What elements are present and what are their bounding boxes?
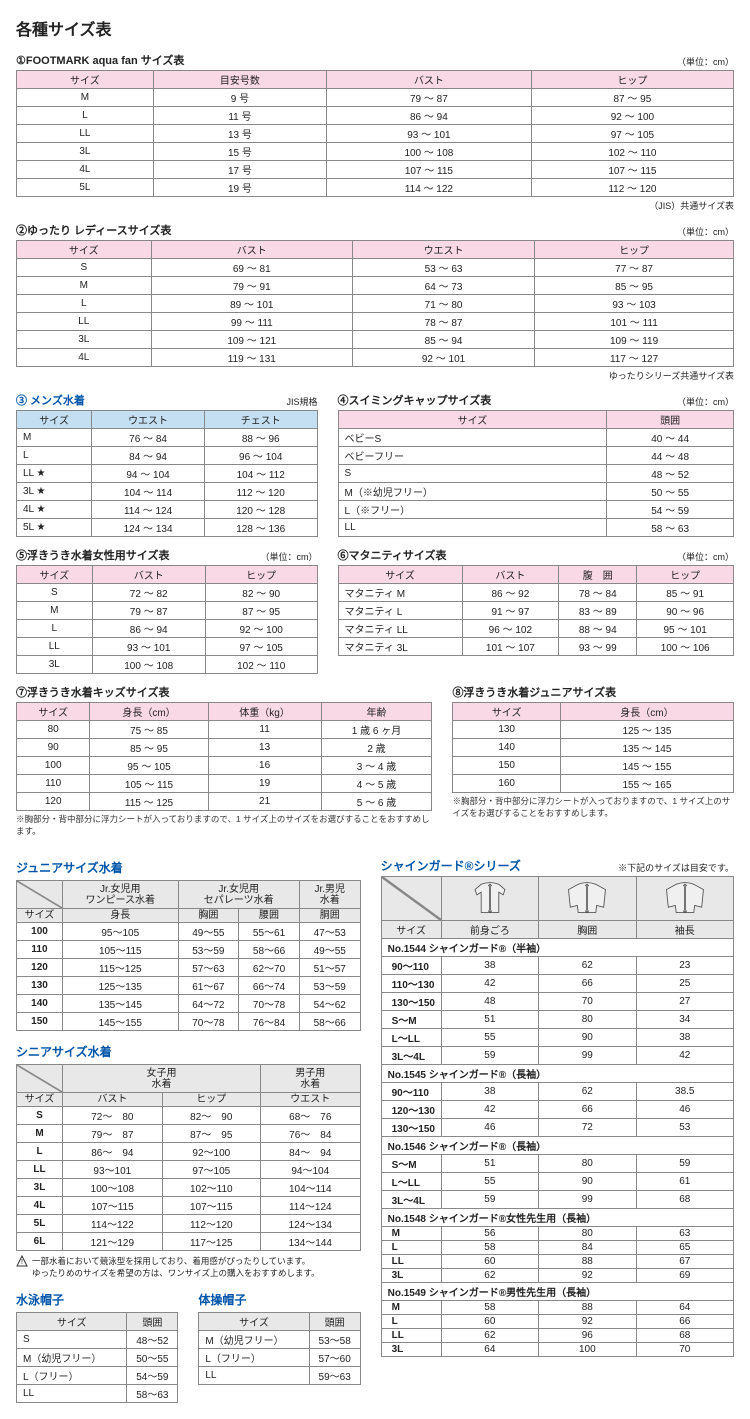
junior-table: Jr.女児用 ワンピース水着 Jr.女児用 セパレーツ水着 Jr.男児 水着サイ… xyxy=(16,880,361,1031)
warning-icon: ! xyxy=(16,1255,28,1267)
swimcap-table: サイズ頭囲S48～52M（幼児フリー）50～55L（フリー）54～59LL58～… xyxy=(16,1312,178,1403)
senior-title: シニアサイズ水着 xyxy=(16,1043,361,1060)
t6-title: ⑥マタニティサイズ表（単位：cm） xyxy=(338,547,734,563)
t7-note: ※胸部分・背中部分に浮力シートが入っておりますので、1 サイズ上のサイズをお選び… xyxy=(16,813,432,837)
t8-table: サイズ身長（cm）130125 ～ 135140135 ～ 145150145 … xyxy=(452,702,734,793)
shirt-chest-icon xyxy=(565,879,609,915)
swimcap-title: 水泳帽子 xyxy=(16,1291,178,1308)
svg-text:!: ! xyxy=(21,1259,23,1266)
senior-table: 女子用 水着 男子用 水着 サイズバストヒップウエストS72～ 8082～ 90… xyxy=(16,1064,361,1251)
t3-table: サイズウエストチェストM76 ～ 8488 ～ 96L84 ～ 9496 ～ 1… xyxy=(16,410,318,537)
t2-note: ゆったりシリーズ共通サイズ表 xyxy=(16,369,734,382)
t1-note: （JIS）共通サイズ表 xyxy=(16,199,734,212)
t1-title: ①FOOTMARK aqua fan サイズ表（単位：cm） xyxy=(16,52,734,68)
t7-title: ⑦浮きうき水着キッズサイズ表 xyxy=(16,684,432,700)
t5-title: ⑤浮きうき水着女性用サイズ表（単位：cm） xyxy=(16,547,318,563)
senior-warn: ! 一部水着において競泳型を採用しており、着用感がぴったりしています。 ゆったり… xyxy=(16,1255,361,1279)
gymcap-table: サイズ頭囲M（幼児フリー）53～58L（フリー）57～60LL59～63 xyxy=(198,1312,360,1385)
t3-title: ③ メンズ水着JIS規格 xyxy=(16,392,318,408)
shine-table: サイズ前身ごろ胸囲袖長No.1544 シャインガード®（半袖）90～110386… xyxy=(381,876,734,1357)
t8-title: ⑧浮きうき水着ジュニアサイズ表 xyxy=(452,684,734,700)
shirt-sleeve-icon xyxy=(663,879,707,915)
t2-table: サイズバストウエストヒップS69 ～ 8153 ～ 6377 ～ 87M79 ～… xyxy=(16,240,734,367)
t1-table: サイズ目安号数バストヒップM9 号79 ～ 8787 ～ 95L11 号86 ～… xyxy=(16,70,734,197)
t5-table: サイズバストヒップS72 ～ 8282 ～ 90M79 ～ 8787 ～ 95L… xyxy=(16,565,318,674)
shine-title: シャインガード®シリーズ ※下記のサイズは目安です。 xyxy=(381,857,734,874)
t8-note: ※胸部分・背中部分に浮力シートが入っておりますので、1 サイズ上のサイズをお選び… xyxy=(452,795,734,819)
page-title: 各種サイズ表 xyxy=(16,16,734,40)
t4-title: ④スイミングキャップサイズ表（単位：cm） xyxy=(338,392,734,408)
t6-table: サイズバスト腹 囲ヒップマタニティ M86 ～ 9278 ～ 8485 ～ 91… xyxy=(338,565,734,656)
t7-table: サイズ身長（cm）体重（kg）年齢8075 ～ 85111 歳 6 ヶ月9085… xyxy=(16,702,432,811)
gymcap-title: 体操帽子 xyxy=(198,1291,360,1308)
junior-title: ジュニアサイズ水着 xyxy=(16,859,361,876)
t2-title: ②ゆったり レディースサイズ表（単位：cm） xyxy=(16,222,734,238)
shirt-front-icon xyxy=(468,879,512,915)
t4-table: サイズ頭囲ベビーS40 ～ 44ベビーフリー44 ～ 48S48 ～ 52M（※… xyxy=(338,410,734,537)
